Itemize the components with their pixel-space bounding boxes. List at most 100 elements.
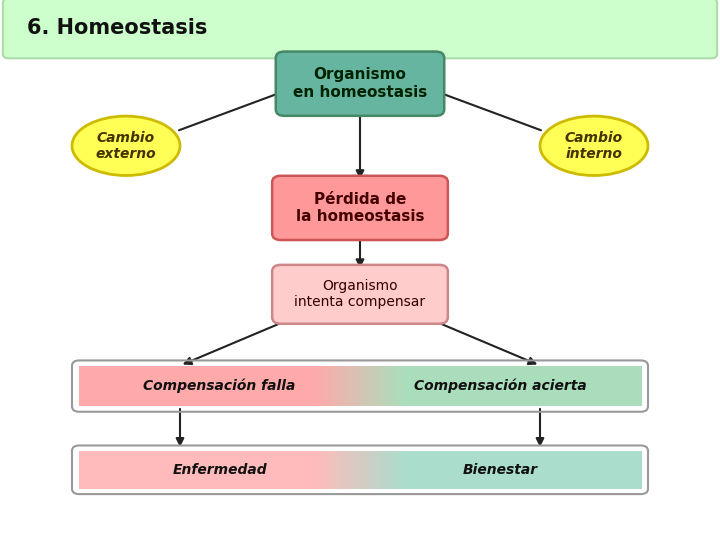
Bar <box>515 451 522 489</box>
Bar <box>255 366 262 407</box>
Bar <box>430 451 438 489</box>
FancyBboxPatch shape <box>276 51 444 116</box>
Bar <box>107 366 115 407</box>
Bar <box>360 451 368 489</box>
Bar <box>564 366 572 407</box>
Bar <box>577 451 585 489</box>
Bar <box>86 366 94 407</box>
Bar <box>192 451 199 489</box>
Bar <box>311 366 318 407</box>
Bar <box>500 451 508 489</box>
Bar <box>240 366 248 407</box>
Bar <box>135 366 143 407</box>
Bar <box>430 366 438 407</box>
Bar <box>171 366 179 407</box>
Bar <box>549 366 557 407</box>
Bar <box>493 451 501 489</box>
Bar <box>143 366 150 407</box>
Bar <box>367 366 374 407</box>
Bar <box>177 451 185 489</box>
Bar <box>409 366 417 407</box>
Bar <box>571 366 578 407</box>
Bar <box>613 366 621 407</box>
Bar <box>374 366 382 407</box>
Bar <box>233 451 241 489</box>
Bar <box>297 451 305 489</box>
Bar <box>227 451 234 489</box>
Bar <box>93 366 101 407</box>
Bar <box>634 366 642 407</box>
Bar <box>325 451 333 489</box>
Bar <box>493 366 501 407</box>
Bar <box>255 451 262 489</box>
Bar <box>381 451 389 489</box>
Bar <box>233 366 241 407</box>
Bar <box>606 451 613 489</box>
Bar <box>283 451 290 489</box>
Bar <box>515 366 522 407</box>
Bar <box>508 451 516 489</box>
Bar <box>79 451 87 489</box>
Bar <box>114 366 122 407</box>
Bar <box>248 451 256 489</box>
Bar <box>437 366 445 407</box>
Bar <box>508 366 516 407</box>
Bar <box>206 451 213 489</box>
Text: Compensación falla: Compensación falla <box>143 379 296 393</box>
Bar <box>465 366 473 407</box>
Bar <box>262 451 269 489</box>
Bar <box>577 366 585 407</box>
Bar <box>121 366 129 407</box>
Bar <box>423 451 431 489</box>
Bar <box>543 366 550 407</box>
Text: Enfermedad: Enfermedad <box>172 463 267 477</box>
Text: Bienestar: Bienestar <box>463 463 538 477</box>
Bar <box>171 451 179 489</box>
Bar <box>304 366 312 407</box>
Text: Pérdida de
la homeostasis: Pérdida de la homeostasis <box>296 192 424 224</box>
Bar <box>332 366 340 407</box>
Bar <box>536 451 544 489</box>
FancyBboxPatch shape <box>272 176 448 240</box>
Bar <box>444 366 452 407</box>
Bar <box>339 366 347 407</box>
Bar <box>184 366 192 407</box>
Bar <box>599 366 606 407</box>
Bar <box>395 451 403 489</box>
Bar <box>177 366 185 407</box>
Bar <box>163 366 171 407</box>
Bar <box>304 451 312 489</box>
Bar <box>206 366 213 407</box>
Bar <box>626 366 634 407</box>
Bar <box>472 451 480 489</box>
Bar <box>135 451 143 489</box>
Bar <box>79 366 87 407</box>
Text: Cambio
interno: Cambio interno <box>565 131 623 161</box>
Bar <box>276 366 284 407</box>
Bar <box>451 451 459 489</box>
Text: Compensación acierta: Compensación acierta <box>414 379 587 393</box>
Bar <box>311 451 318 489</box>
Bar <box>128 366 136 407</box>
Bar <box>381 366 389 407</box>
Bar <box>451 366 459 407</box>
Bar <box>100 366 108 407</box>
Bar <box>458 366 466 407</box>
Bar <box>339 451 347 489</box>
Bar <box>585 366 593 407</box>
Bar <box>100 451 108 489</box>
Bar <box>143 451 150 489</box>
Bar <box>289 366 297 407</box>
Bar <box>487 366 494 407</box>
Bar <box>402 451 410 489</box>
Bar <box>620 366 628 407</box>
Ellipse shape <box>540 116 648 176</box>
Bar <box>114 451 122 489</box>
Bar <box>163 451 171 489</box>
Bar <box>557 366 564 407</box>
Ellipse shape <box>72 116 180 176</box>
Bar <box>521 366 529 407</box>
Bar <box>437 451 445 489</box>
Bar <box>199 366 206 407</box>
Bar <box>269 451 276 489</box>
